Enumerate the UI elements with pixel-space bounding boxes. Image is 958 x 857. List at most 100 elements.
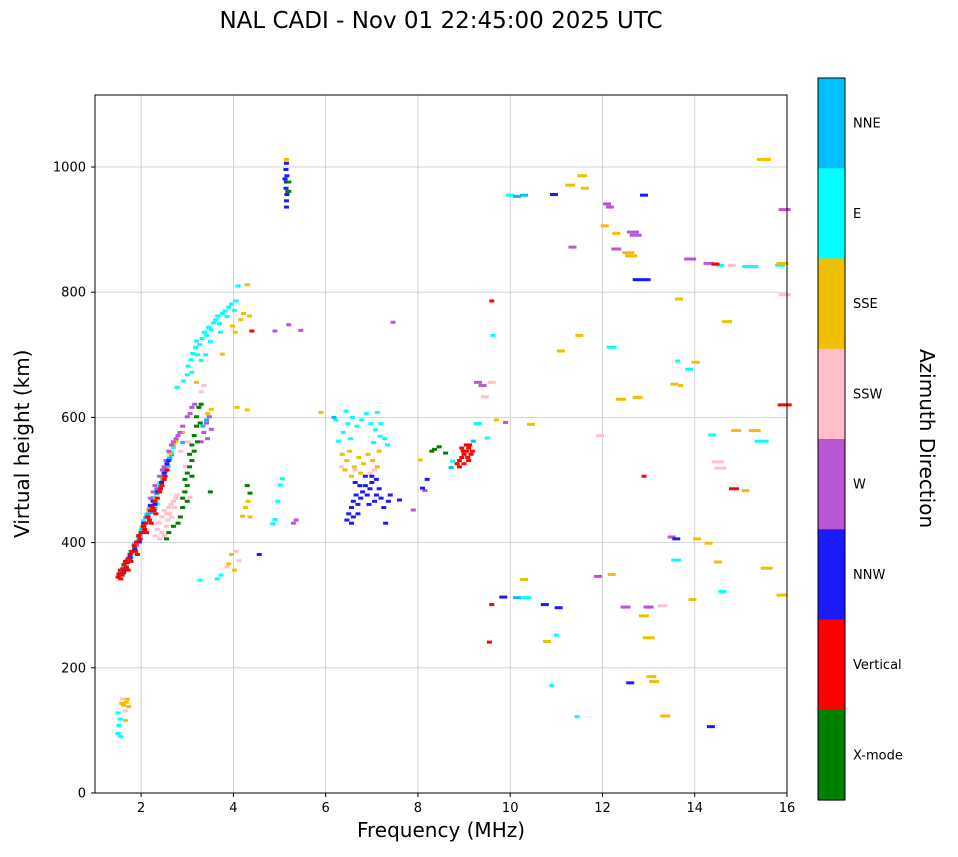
- scatter-point-x-mode: [432, 447, 438, 451]
- scatter-point-x-mode: [247, 491, 253, 495]
- scatter-point-sse: [370, 459, 376, 463]
- scatter-point-nnw: [284, 174, 290, 178]
- scatter-point-sse: [376, 449, 382, 453]
- scatter-point-sse: [615, 397, 626, 401]
- scatter-point-e: [484, 436, 490, 440]
- scatter-point-e: [193, 339, 199, 343]
- scatter-point-w: [603, 202, 612, 206]
- scatter-point-w: [198, 440, 204, 444]
- scatter-point-w: [390, 320, 396, 324]
- scatter-point-sse: [688, 598, 697, 602]
- scatter-point-ssw: [178, 449, 184, 453]
- scatter-point-sse: [358, 471, 364, 475]
- scatter-point-sse: [173, 439, 179, 443]
- scatter-point-sse: [760, 566, 773, 570]
- scatter-point-e: [374, 410, 380, 414]
- colorbar-tick-label: E: [853, 207, 861, 222]
- scatter-point-vertical: [131, 544, 137, 548]
- scatter-point-nnw: [706, 725, 715, 729]
- scatter-point-vertical: [146, 518, 152, 522]
- scatter-point-e: [197, 578, 203, 582]
- scatter-point-sse: [347, 449, 353, 453]
- y-tick-label: 800: [61, 286, 86, 301]
- scatter-point-w: [204, 421, 210, 425]
- scatter-point-vertical: [121, 571, 127, 575]
- scatter-point-w: [173, 437, 179, 441]
- scatter-point-w: [568, 245, 577, 249]
- scatter-point-e: [219, 311, 225, 315]
- x-tick-label: 14: [686, 801, 703, 816]
- scatter-point-e: [198, 358, 204, 362]
- scatter-point-ssw: [167, 512, 173, 516]
- scatter-point-nnw: [132, 547, 138, 551]
- scatter-point-e: [204, 333, 210, 337]
- scatter-point-sse: [756, 157, 771, 161]
- scatter-point-sse: [632, 395, 643, 399]
- scatter-point-vertical: [157, 490, 163, 494]
- scatter-point-ssw: [224, 565, 230, 569]
- scatter-point-e: [270, 522, 276, 526]
- scatter-point-vertical: [777, 403, 792, 407]
- colorbar-tick-label: Vertical: [853, 658, 902, 673]
- scatter-point-x-mode: [170, 524, 176, 528]
- scatter-point-nnw: [499, 595, 508, 599]
- scatter-point-nnw: [383, 521, 389, 525]
- scatter-point-ssw: [487, 380, 496, 384]
- scatter-point-nnw: [378, 496, 384, 500]
- scatter-point-w: [410, 508, 416, 512]
- scatter-point-sse: [342, 468, 348, 472]
- scatter-point-w: [593, 574, 602, 578]
- scatter-point-e: [450, 459, 456, 463]
- scatter-point-e: [185, 364, 191, 368]
- scatter-point-e: [224, 315, 230, 319]
- scatter-point-x-mode: [244, 484, 250, 488]
- scatter-point-nnw: [256, 552, 262, 556]
- scatter-point-e: [174, 385, 180, 389]
- scatter-point-vertical: [460, 449, 466, 453]
- scatter-point-x-mode: [184, 471, 190, 475]
- scatter-point-e: [203, 353, 209, 357]
- scatter-point-w: [147, 496, 153, 500]
- colorbar-tick-label: NNE: [853, 117, 881, 132]
- scatter-point-sse: [493, 418, 499, 422]
- scatter-point-sse: [247, 515, 253, 519]
- colorbar-tick-label: NNW: [853, 568, 885, 583]
- scatter-point-nnw: [158, 480, 164, 484]
- scatter-point-x-mode: [184, 499, 190, 503]
- scatter-point-e: [343, 409, 349, 413]
- scatter-point-sse: [126, 705, 132, 709]
- scatter-point-sse: [612, 231, 621, 235]
- scatter-point-sse: [229, 324, 235, 328]
- x-axis-label: Frequency (MHz): [356, 818, 526, 842]
- colorbar-segment-vertical: [818, 619, 845, 711]
- scatter-point-sse: [704, 541, 713, 545]
- scatter-point-e: [205, 325, 211, 329]
- scatter-point-ssw: [161, 534, 167, 538]
- scatter-point-nnw: [396, 498, 402, 502]
- scatter-point-e: [188, 358, 194, 362]
- scatter-point-sse: [356, 455, 362, 459]
- scatter-point-sse: [575, 333, 584, 337]
- scatter-point-e: [189, 370, 195, 374]
- scatter-point-ssw: [173, 496, 179, 500]
- scatter-point-nne: [154, 492, 160, 496]
- scatter-point-nnw: [540, 603, 549, 607]
- scatter-point-vertical: [459, 446, 465, 450]
- scatter-point-nnw: [672, 537, 681, 541]
- scatter-point-w: [184, 415, 190, 419]
- scatter-point-vertical: [124, 561, 130, 565]
- scatter-point-e: [194, 353, 200, 357]
- scatter-point-ssw: [170, 499, 176, 503]
- scatter-point-sse: [229, 552, 235, 556]
- scatter-point-vertical: [120, 567, 126, 571]
- scatter-point-nnw: [283, 205, 289, 209]
- scatter-point-nnw: [369, 480, 375, 484]
- scatter-point-nnw: [358, 496, 364, 500]
- plot-border: [94, 94, 788, 794]
- scatter-point-e: [359, 418, 365, 422]
- scatter-point-w: [208, 427, 214, 431]
- scatter-point-ssw: [169, 515, 175, 519]
- scatter-point-e: [685, 367, 694, 371]
- y-tick-label: 1000: [53, 160, 86, 175]
- scatter-point-x-mode: [196, 405, 202, 409]
